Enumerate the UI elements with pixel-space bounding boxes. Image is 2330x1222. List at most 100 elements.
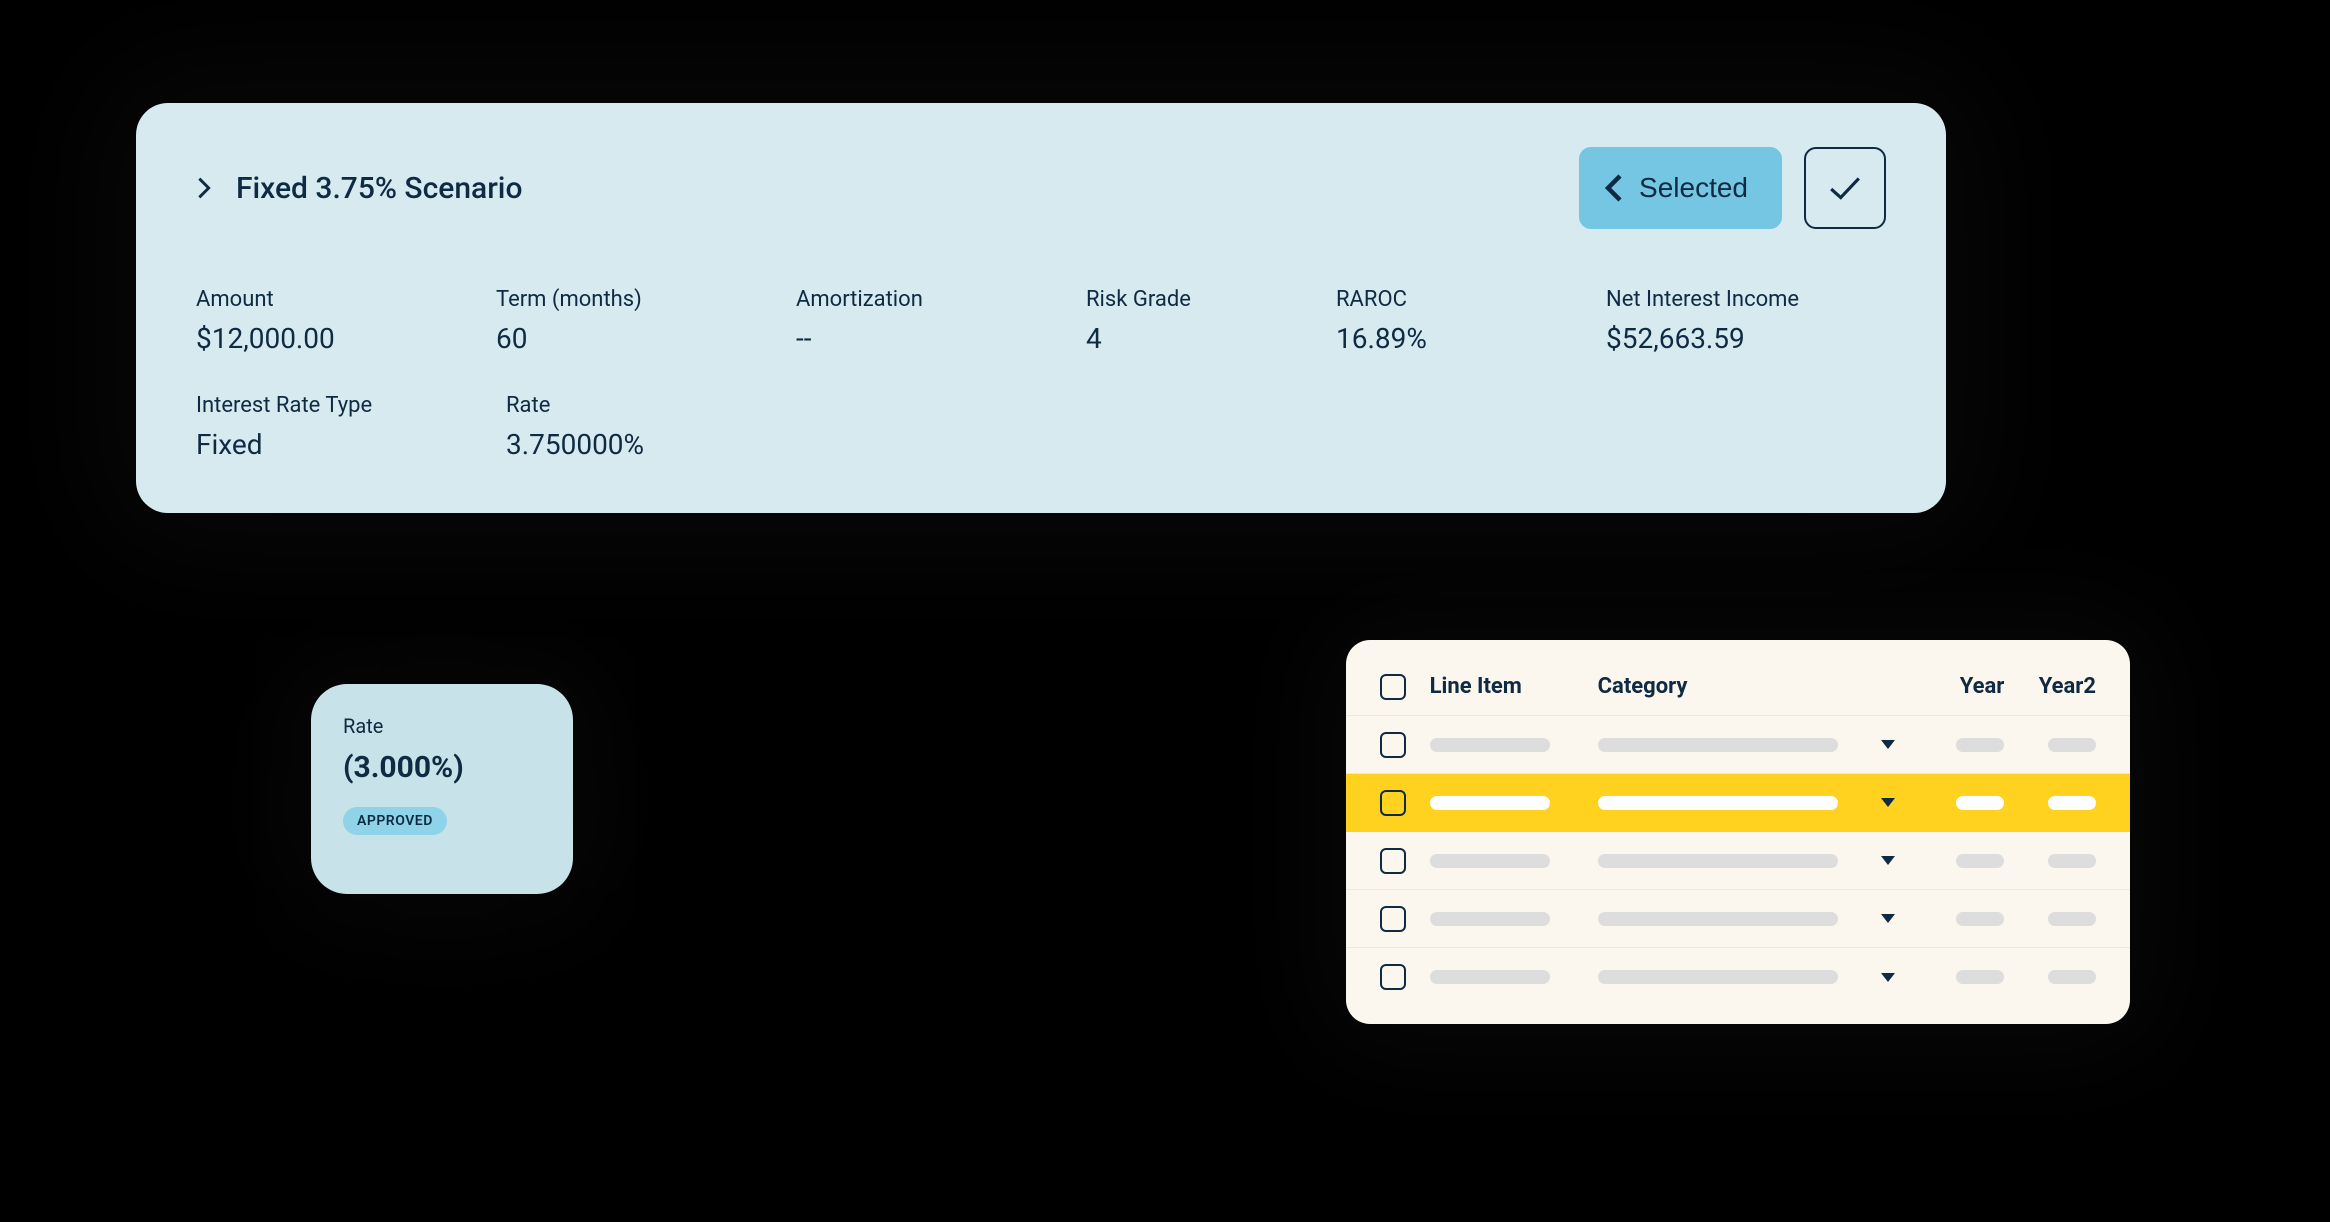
table-row[interactable]: [1346, 948, 2130, 1006]
cell-year: [1913, 912, 2005, 926]
table-row[interactable]: [1346, 832, 2130, 890]
column-header-category[interactable]: Category: [1598, 674, 1913, 699]
cell-category[interactable]: [1598, 738, 1913, 752]
placeholder-icon: [1430, 912, 1550, 926]
metric-label: Amortization: [796, 287, 1086, 312]
placeholder-icon: [1598, 738, 1838, 752]
column-header-year[interactable]: Year: [1913, 674, 2005, 699]
metric-label: Rate: [506, 393, 806, 418]
placeholder-icon: [2048, 970, 2096, 984]
metric-label: Risk Grade: [1086, 287, 1336, 312]
selected-button-label: Selected: [1639, 172, 1748, 204]
metric-amount: Amount $12,000.00: [196, 287, 496, 355]
metric-label: Amount: [196, 287, 496, 312]
placeholder-icon: [2048, 912, 2096, 926]
confirm-button[interactable]: [1804, 147, 1886, 229]
placeholder-icon: [1430, 796, 1550, 810]
placeholder-icon: [2048, 796, 2096, 810]
placeholder-icon: [1430, 854, 1550, 868]
placeholder-icon: [2048, 738, 2096, 752]
metric-raroc: RAROC 16.89%: [1336, 287, 1606, 355]
placeholder-icon: [1598, 970, 1838, 984]
column-header-line-item[interactable]: Line Item: [1430, 674, 1598, 699]
header-checkbox-cell: [1380, 674, 1430, 700]
row-checkbox[interactable]: [1380, 848, 1406, 874]
row-checkbox[interactable]: [1380, 732, 1406, 758]
line-items-table: Line Item Category Year Year2: [1346, 640, 2130, 1024]
cell-line-item: [1430, 796, 1598, 810]
table-header-row: Line Item Category Year Year2: [1346, 658, 2130, 716]
metric-value: $52,663.59: [1606, 322, 1886, 355]
chevron-right-icon: [196, 175, 212, 201]
metric-value: Fixed: [196, 428, 506, 461]
cell-year: [1913, 796, 2005, 810]
row-checkbox-cell: [1380, 964, 1430, 990]
row-checkbox[interactable]: [1380, 790, 1406, 816]
metric-value: 3.750000%: [506, 428, 806, 461]
placeholder-icon: [2048, 854, 2096, 868]
cell-category[interactable]: [1598, 854, 1913, 868]
cell-year2: [2004, 912, 2096, 926]
cell-year2: [2004, 796, 2096, 810]
cell-line-item: [1430, 970, 1598, 984]
row-checkbox-cell: [1380, 790, 1430, 816]
chevron-left-icon: [1605, 173, 1623, 203]
caret-down-icon: [1881, 740, 1895, 749]
table-row[interactable]: [1346, 890, 2130, 948]
metric-net-interest-income: Net Interest Income $52,663.59: [1606, 287, 1886, 355]
scenario-header: Fixed 3.75% Scenario Selected: [196, 147, 1886, 229]
placeholder-icon: [1956, 970, 2004, 984]
metric-value: --: [796, 322, 1086, 355]
placeholder-icon: [1598, 796, 1838, 810]
rate-card-value: (3.000%): [343, 750, 541, 785]
metric-value: 4: [1086, 322, 1336, 355]
rate-card: Rate (3.000%) APPROVED: [311, 684, 573, 894]
row-checkbox[interactable]: [1380, 964, 1406, 990]
table-row[interactable]: [1346, 716, 2130, 774]
row-checkbox-cell: [1380, 732, 1430, 758]
metric-value: 16.89%: [1336, 322, 1606, 355]
metric-amortization: Amortization --: [796, 287, 1086, 355]
metric-interest-rate-type: Interest Rate Type Fixed: [196, 393, 506, 461]
cell-year2: [2004, 854, 2096, 868]
placeholder-icon: [1598, 912, 1838, 926]
row-checkbox-cell: [1380, 848, 1430, 874]
check-icon: [1828, 175, 1862, 201]
placeholder-icon: [1598, 854, 1838, 868]
row-checkbox[interactable]: [1380, 906, 1406, 932]
selected-button[interactable]: Selected: [1579, 147, 1782, 229]
caret-down-icon: [1881, 973, 1895, 982]
metric-label: Interest Rate Type: [196, 393, 506, 418]
column-header-year2[interactable]: Year2: [2004, 674, 2096, 699]
scenario-actions: Selected: [1579, 147, 1886, 229]
rate-card-label: Rate: [343, 714, 541, 738]
metric-value: 60: [496, 322, 796, 355]
scenario-title-wrap[interactable]: Fixed 3.75% Scenario: [196, 171, 522, 206]
cell-line-item: [1430, 738, 1598, 752]
cell-year: [1913, 854, 2005, 868]
placeholder-icon: [1430, 738, 1550, 752]
caret-down-icon: [1881, 798, 1895, 807]
metric-label: Term (months): [496, 287, 796, 312]
cell-line-item: [1430, 854, 1598, 868]
metric-rate: Rate 3.750000%: [506, 393, 806, 461]
table-row[interactable]: [1346, 774, 2130, 832]
cell-category[interactable]: [1598, 912, 1913, 926]
metric-value: $12,000.00: [196, 322, 496, 355]
select-all-checkbox[interactable]: [1380, 674, 1406, 700]
caret-down-icon: [1881, 856, 1895, 865]
cell-year: [1913, 738, 2005, 752]
table-body: [1346, 716, 2130, 1006]
scenario-title: Fixed 3.75% Scenario: [236, 171, 522, 206]
metric-risk-grade: Risk Grade 4: [1086, 287, 1336, 355]
cell-year: [1913, 970, 2005, 984]
cell-category[interactable]: [1598, 970, 1913, 984]
metric-term: Term (months) 60: [496, 287, 796, 355]
caret-down-icon: [1881, 914, 1895, 923]
cell-category[interactable]: [1598, 796, 1913, 810]
metric-label: RAROC: [1336, 287, 1606, 312]
placeholder-icon: [1430, 970, 1550, 984]
placeholder-icon: [1956, 912, 2004, 926]
scenario-card: Fixed 3.75% Scenario Selected Amount $12…: [136, 103, 1946, 513]
cell-line-item: [1430, 912, 1598, 926]
